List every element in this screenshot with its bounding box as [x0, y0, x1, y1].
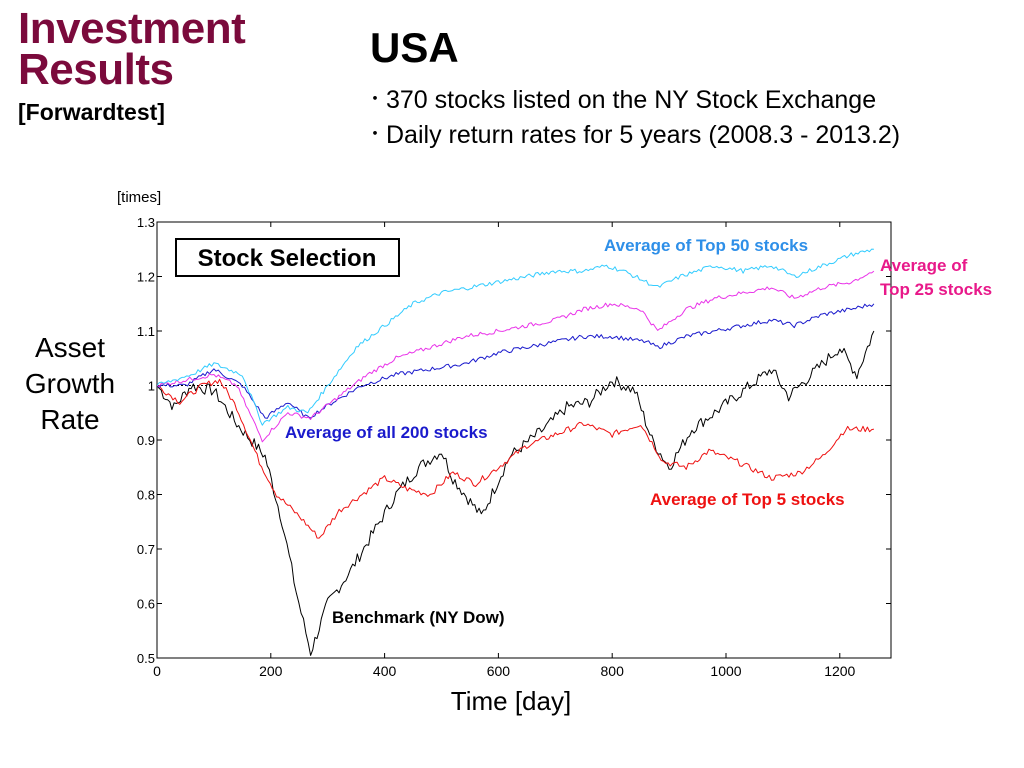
bullet-dot-icon: ・ — [366, 124, 384, 144]
chart-labels: Average of Top 50 stocks Average of Top 25… — [285, 236, 992, 627]
bullet-item: ・370 stocks listed on the NY Stock Excha… — [366, 82, 900, 117]
plot-frame — [156, 221, 892, 659]
slide-subtitle: [Forwardtest] — [18, 99, 165, 125]
series-line-2 — [157, 303, 875, 419]
country-heading: USA — [370, 24, 459, 71]
series-line-4 — [157, 330, 875, 656]
y-tick-label: 0.8 — [137, 488, 155, 503]
y-axis-label: Asset Growth Rate — [25, 332, 115, 435]
x-tick-label: 1200 — [824, 663, 855, 679]
x-tick-label: 400 — [373, 663, 397, 679]
y-axis-label-line: Asset — [35, 332, 105, 363]
x-tick-label: 800 — [601, 663, 625, 679]
x-tick-label: 200 — [259, 663, 283, 679]
y-tick-label: 0.6 — [137, 597, 155, 612]
bullet-dot-icon: ・ — [366, 89, 384, 109]
x-tick-label: 600 — [487, 663, 511, 679]
label-benchmark: Benchmark (NY Dow) — [332, 608, 505, 627]
chart-axes: 0 200 400 600 800 1000 1200 0.5 0.6 0.7 0.8 0.9 1 1.1… — [25, 189, 892, 716]
chart-title: Stock Selection — [198, 245, 377, 272]
label-top25-line2: Top 25 stocks — [880, 280, 992, 299]
x-axis-label: Time [day] — [451, 686, 571, 716]
slide-title: Investment Results — [18, 4, 246, 94]
y-tick-label: 1.1 — [137, 324, 155, 339]
bullet-text: 370 stocks listed on the NY Stock Exchan… — [386, 86, 877, 114]
bullet-text: Daily return rates for 5 years (2008.3 -… — [386, 121, 901, 149]
y-tick-label: 0.7 — [137, 542, 155, 557]
y-tick-label: 0.9 — [137, 433, 155, 448]
y-tick-label: 1.3 — [137, 215, 155, 230]
series-line-3 — [157, 378, 875, 539]
series-line-0 — [157, 248, 874, 426]
x-tick-label: 1000 — [710, 663, 741, 679]
chart-series — [157, 248, 875, 656]
y-tick-label: 1.2 — [137, 270, 155, 285]
y-tick-label: 0.5 — [137, 651, 155, 666]
label-top5: Average of Top 5 stocks — [650, 490, 845, 509]
bullet-list: ・370 stocks listed on the NY Stock Excha… — [366, 82, 900, 152]
label-top50: Average of Top 50 stocks — [604, 236, 808, 255]
x-tick-label: 0 — [153, 663, 161, 679]
y-tick-label: 1 — [148, 379, 155, 394]
bullet-item: ・Daily return rates for 5 years (2008.3 … — [366, 117, 900, 152]
y-unit-label: [times] — [117, 189, 161, 206]
title-line-2: Results — [18, 45, 174, 94]
y-axis-label-line: Growth — [25, 368, 115, 399]
title-line-1: Investment — [18, 4, 246, 53]
label-all200: Average of all 200 stocks — [285, 423, 488, 442]
series-line-1 — [157, 270, 875, 443]
label-top25-line1: Average of — [880, 256, 968, 275]
y-axis-label-line: Rate — [40, 404, 99, 435]
chart-title-box — [175, 238, 400, 277]
